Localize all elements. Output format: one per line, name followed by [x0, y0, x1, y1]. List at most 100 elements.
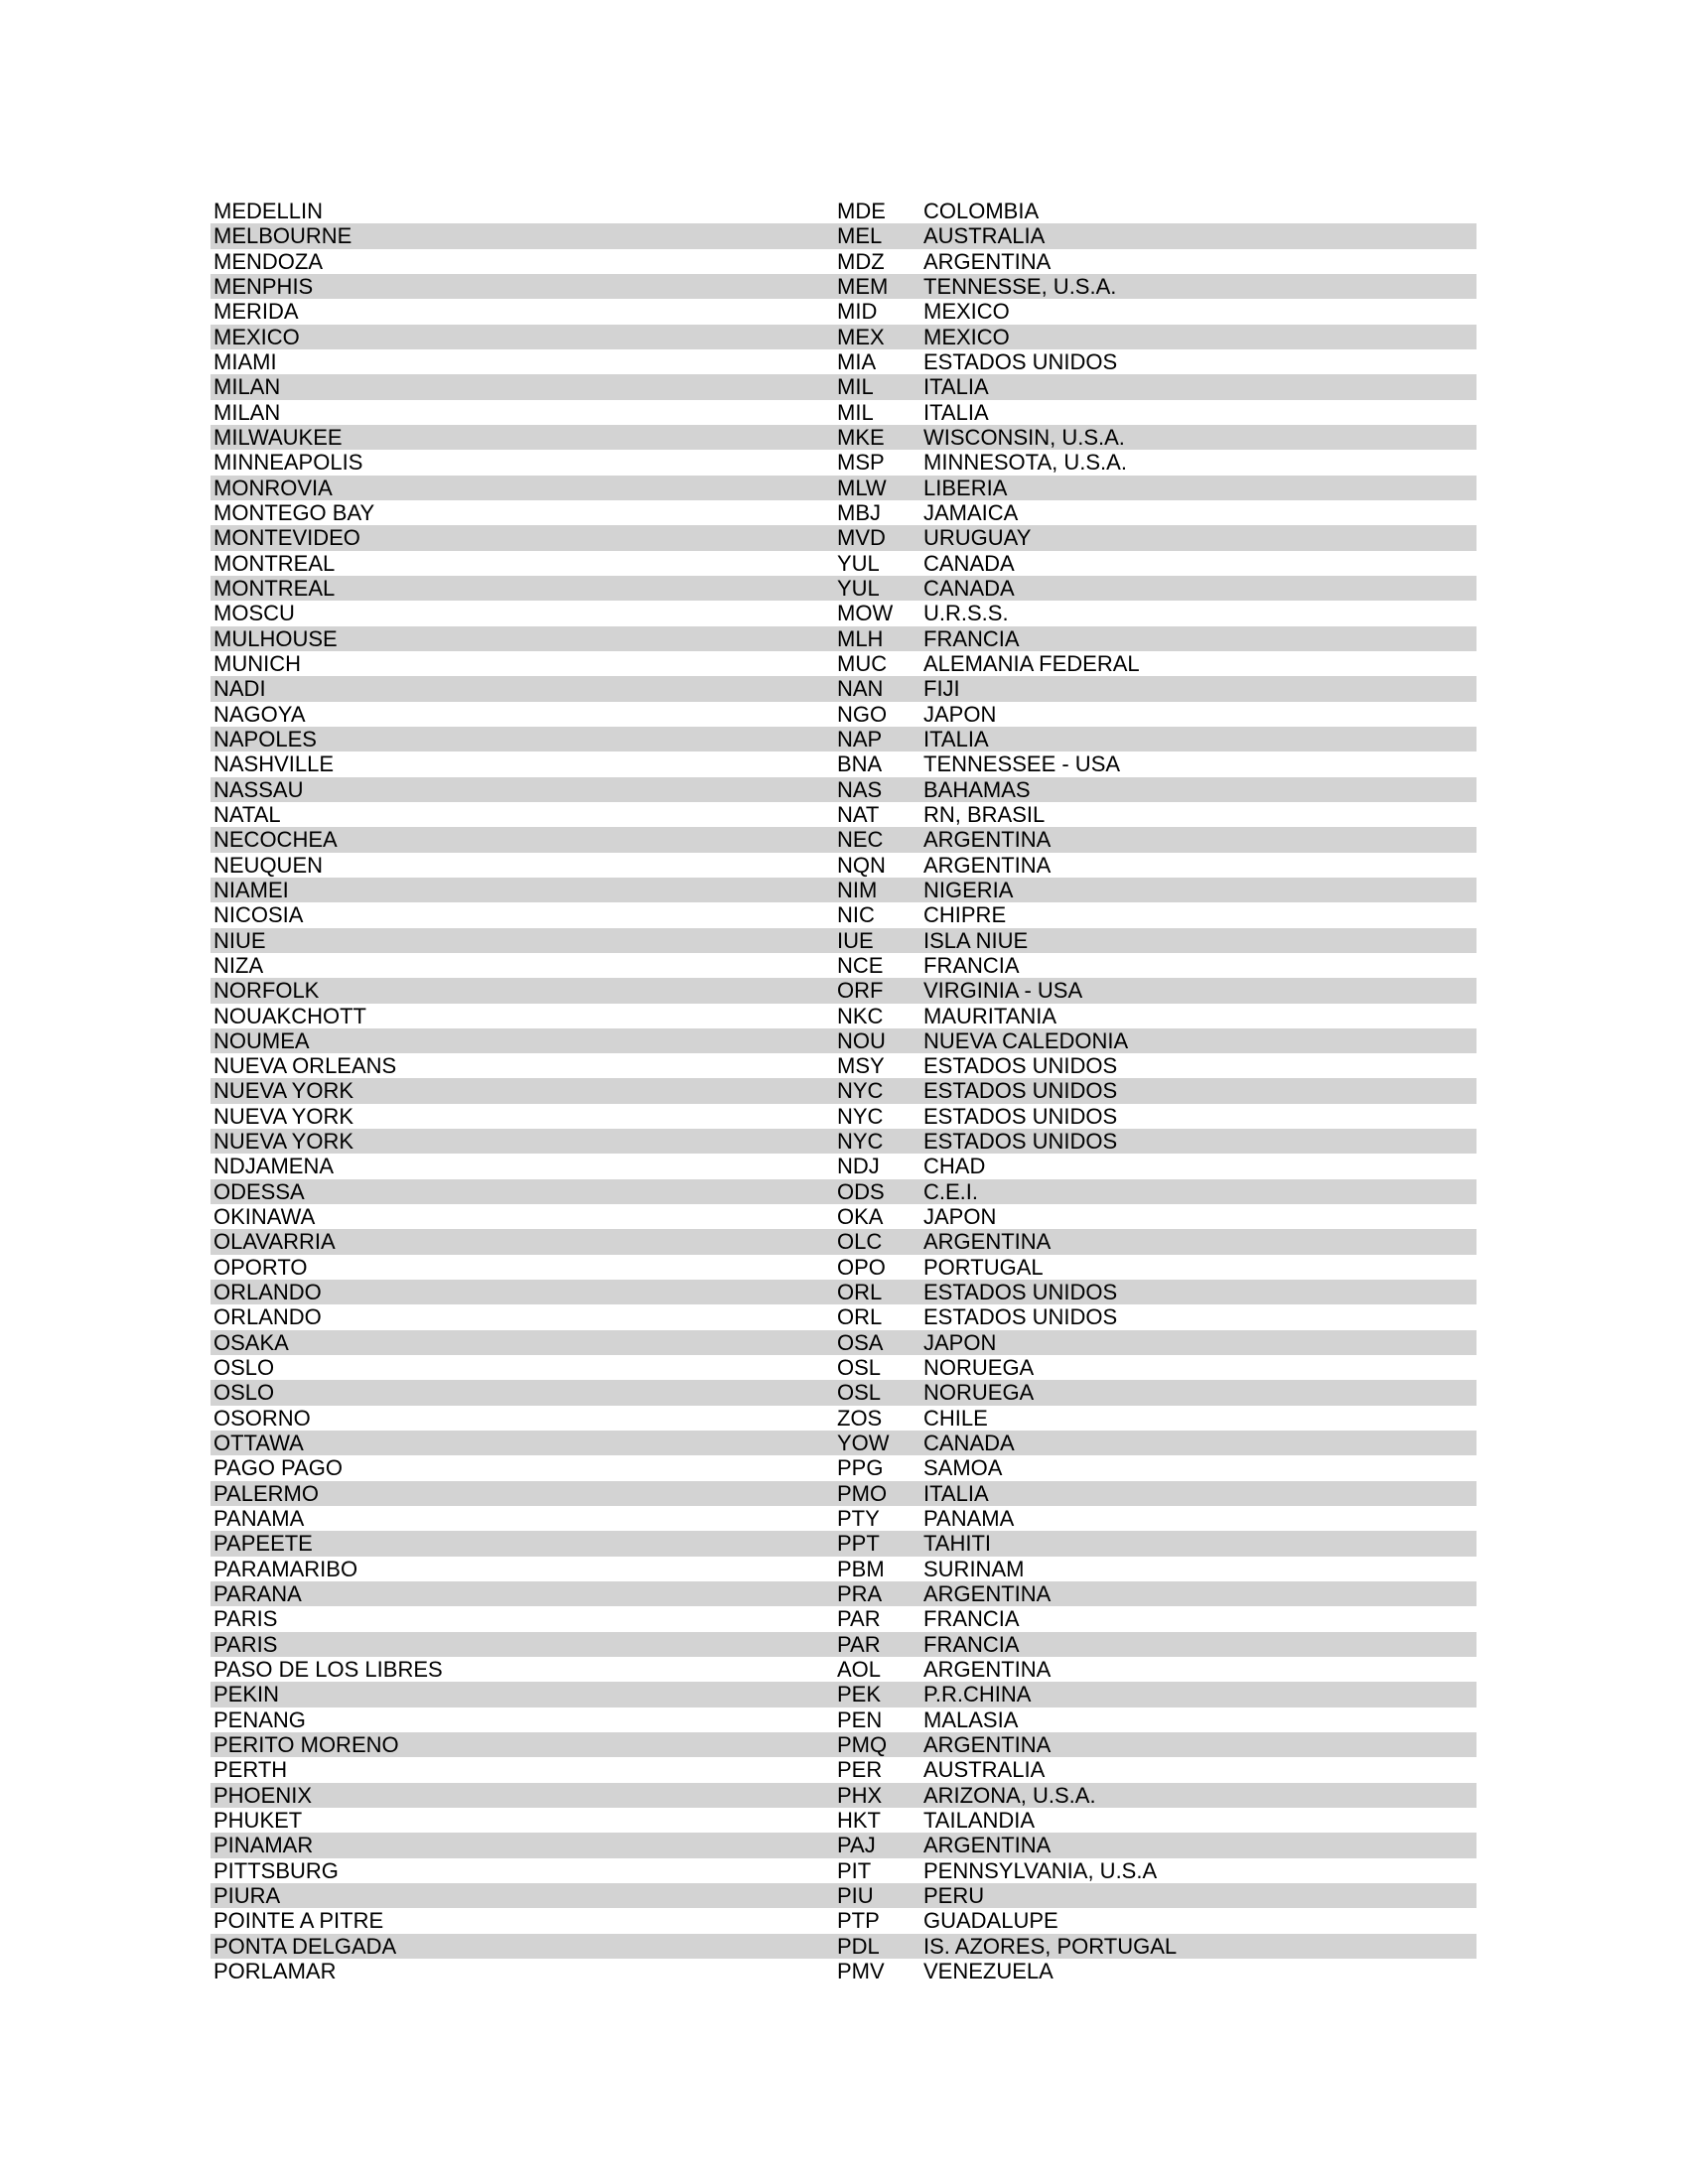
table-row: PERTH PER AUSTRALIA	[211, 1757, 1477, 1782]
table-row: ODESSA ODS C.E.I.	[211, 1178, 1477, 1205]
country-cell: PANAMA	[923, 1506, 1015, 1532]
airport-code-cell: MDE	[837, 199, 886, 223]
country-cell: PERU	[923, 1882, 985, 1908]
table-row: MELBOURNE MEL AUSTRALIA	[211, 223, 1477, 249]
country-cell: ARGENTINA	[923, 1657, 1052, 1683]
city-cell: NAPOLES	[213, 726, 317, 751]
country-cell: FRANCIA	[923, 1606, 1020, 1632]
airport-code-cell: NAT	[837, 801, 880, 827]
table-row: NATAL NAT RN, BRASIL	[211, 802, 1477, 827]
city-cell: ODESSA	[213, 1178, 305, 1204]
airport-code-cell: MKE	[837, 424, 885, 450]
airport-code-cell: PBM	[837, 1556, 885, 1581]
city-cell: POINTE A PITRE	[213, 1908, 384, 1934]
airport-code-cell: MEX	[837, 324, 885, 349]
country-cell: ESTADOS UNIDOS	[923, 348, 1118, 374]
country-cell: RN, BRASIL	[923, 801, 1046, 827]
airport-code-cell: PAR	[837, 1631, 881, 1657]
country-cell: IS. AZORES, PORTUGAL	[923, 1933, 1178, 1959]
airport-code-cell: YUL	[837, 575, 880, 601]
country-cell: MEXICO	[923, 324, 1010, 349]
country-cell: ARIZONA, U.S.A.	[923, 1782, 1096, 1808]
country-cell: ARGENTINA	[923, 827, 1052, 853]
country-cell: ESTADOS UNIDOS	[923, 1103, 1118, 1129]
table-row: PARIS PAR FRANCIA	[211, 1606, 1477, 1631]
city-cell: OSAKA	[213, 1329, 289, 1355]
table-row: MONTEGO BAY MBJ JAMAICA	[211, 500, 1477, 525]
airport-code-cell: OPO	[837, 1254, 886, 1280]
table-row: PARANA PRA ARGENTINA	[211, 1581, 1477, 1607]
airport-code-cell: MLH	[837, 625, 884, 651]
city-cell: NAGOYA	[213, 701, 306, 727]
airport-code-cell: NIC	[837, 902, 875, 928]
table-row: MOSCU MOW U.R.S.S.	[211, 601, 1477, 625]
table-row: PITTSBURG PIT PENNSYLVANIA, U.S.A	[211, 1858, 1477, 1883]
table-row: MERIDA MID MEXICO	[211, 299, 1477, 324]
country-cell: URUGUAY	[923, 525, 1032, 551]
city-cell: NATAL	[213, 801, 281, 827]
city-cell: PERITO MORENO	[213, 1732, 399, 1758]
country-cell: C.E.I.	[923, 1178, 979, 1204]
city-cell: NIZA	[213, 952, 264, 978]
table-row: MULHOUSE MLH FRANCIA	[211, 625, 1477, 651]
city-cell: PASO DE LOS LIBRES	[213, 1657, 443, 1683]
city-cell: OPORTO	[213, 1254, 308, 1280]
table-row: NOUMEA NOU NUEVA CALEDONIA	[211, 1027, 1477, 1054]
country-cell: AUSTRALIA	[923, 1757, 1046, 1783]
city-cell: PHOENIX	[213, 1782, 313, 1808]
airport-code-cell: AOL	[837, 1657, 882, 1683]
city-cell: NASHVILLE	[213, 751, 335, 777]
city-cell: NUEVA YORK	[213, 1103, 354, 1129]
country-cell: VENEZUELA	[923, 1958, 1054, 1983]
table-row: NUEVA ORLEANS MSY ESTADOS UNIDOS	[211, 1053, 1477, 1078]
table-row: ORLANDO ORL ESTADOS UNIDOS	[211, 1280, 1477, 1305]
country-cell: VIRGINIA - USA	[923, 978, 1083, 1004]
airport-code-cell: PMV	[837, 1958, 885, 1983]
table-row: MUNICH MUC ALEMANIA FEDERAL	[211, 651, 1477, 676]
airport-code-cell: NYC	[837, 1103, 884, 1129]
city-cell: MONROVIA	[213, 475, 333, 500]
country-cell: WISCONSIN, U.S.A.	[923, 424, 1125, 450]
city-cell: MUNICH	[213, 650, 301, 676]
country-cell: TAILANDIA	[923, 1808, 1036, 1833]
country-cell: FRANCIA	[923, 952, 1020, 978]
table-row: ORLANDO ORL ESTADOS UNIDOS	[211, 1304, 1477, 1329]
table-row: PEKIN PEK P.R.CHINA	[211, 1682, 1477, 1707]
country-cell: PORTUGAL	[923, 1254, 1044, 1280]
city-cell: OKINAWA	[213, 1204, 316, 1230]
country-cell: ITALIA	[923, 374, 989, 400]
city-cell: MOSCU	[213, 601, 295, 626]
city-cell: OSLO	[213, 1355, 275, 1381]
airport-code-cell: ZOS	[837, 1405, 883, 1431]
table-row: PERITO MORENO PMQ ARGENTINA	[211, 1732, 1477, 1758]
table-row: MONROVIA MLW LIBERIA	[211, 475, 1477, 500]
airport-code-cell: ODS	[837, 1178, 885, 1204]
table-row: NAPOLES NAP ITALIA	[211, 726, 1477, 752]
table-row: NORFOLK ORF VIRGINIA - USA	[211, 978, 1477, 1004]
country-cell: CHIPRE	[923, 902, 1007, 928]
table-row: NOUAKCHOTT NKC MAURITANIA	[211, 1004, 1477, 1028]
city-cell: PEKIN	[213, 1682, 280, 1707]
country-cell: CHAD	[923, 1154, 986, 1179]
country-cell: NUEVA CALEDONIA	[923, 1027, 1129, 1053]
airport-code-cell: MBJ	[837, 499, 881, 525]
city-cell: NADI	[213, 676, 266, 702]
airport-code-cell: MOW	[837, 601, 894, 626]
table-row: NASSAU NAS BAHAMAS	[211, 776, 1477, 802]
airport-code-cell: PAR	[837, 1606, 881, 1632]
airport-code-cell: MSP	[837, 450, 885, 476]
country-cell: U.R.S.S.	[923, 601, 1009, 626]
table-row: PORLAMAR PMV VENEZUELA	[211, 1959, 1477, 1983]
table-row: PARIS PAR FRANCIA	[211, 1631, 1477, 1658]
country-cell: FRANCIA	[923, 1631, 1020, 1657]
city-cell: MENPHIS	[213, 273, 314, 299]
table-row: NASHVILLE BNA TENNESSEE - USA	[211, 751, 1477, 776]
airport-code-cell: NOU	[837, 1027, 886, 1053]
city-cell: PENANG	[213, 1706, 306, 1732]
country-cell: P.R.CHINA	[923, 1682, 1032, 1707]
country-cell: COLOMBIA	[923, 199, 1040, 223]
table-row: OSLO OSL NORUEGA	[211, 1355, 1477, 1380]
country-cell: MINNESOTA, U.S.A.	[923, 450, 1127, 476]
city-cell: PONTA DELGADA	[213, 1933, 397, 1959]
